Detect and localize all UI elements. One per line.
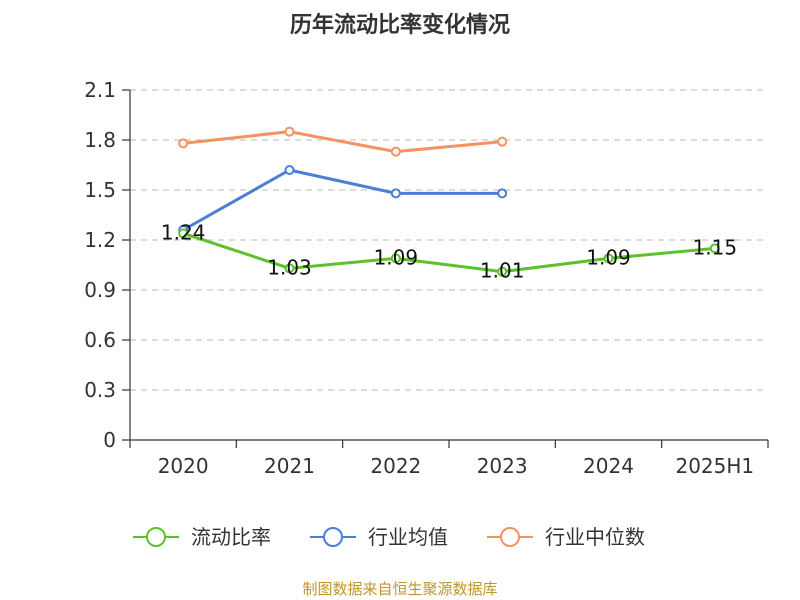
data-point [497, 136, 508, 147]
data-label: 1.24 [161, 220, 206, 244]
y-tick-label: 0.3 [84, 378, 116, 402]
data-label: 1.03 [267, 255, 312, 279]
y-tick-label: 2.1 [84, 78, 116, 102]
data-point [390, 188, 401, 199]
y-tick-label: 0.6 [84, 328, 116, 352]
data-point [390, 253, 401, 264]
data-point [284, 126, 295, 137]
grid [130, 89, 768, 391]
data-point [709, 243, 720, 254]
series-group: 1.24 1.03 1.09 1.01 1.09 1.15 [161, 126, 738, 283]
legend: 流动比率 行业均值 行业中位数 [133, 525, 645, 549]
data-point [178, 138, 189, 149]
data-point [497, 266, 508, 277]
data-label: 1.15 [693, 235, 738, 259]
x-tick-label: 2025H1 [675, 454, 754, 478]
series-line-2 [183, 130, 503, 154]
legend-label: 行业均值 [368, 525, 448, 549]
data-point [284, 165, 295, 175]
x-tick-label: 2024 [583, 454, 634, 478]
legend-label: 流动比率 [191, 525, 271, 549]
legend-marker [500, 527, 520, 547]
legend-marker [323, 527, 343, 547]
y-tick-label: 1.8 [84, 128, 116, 152]
data-point [497, 188, 508, 199]
data-label: 1.01 [480, 259, 525, 283]
legend-marker [146, 527, 166, 547]
data-point [603, 253, 614, 264]
x-tick-label: 2021 [264, 454, 315, 478]
x-tick-label: 2022 [370, 454, 421, 478]
data-label: 1.09 [586, 245, 631, 269]
data-point [284, 263, 295, 274]
y-tick-label: 1.2 [84, 228, 116, 252]
data-point [178, 228, 189, 239]
y-tick-label: 0.9 [84, 278, 116, 302]
y-tick-label: 1.5 [84, 178, 116, 202]
legend-label: 行业中位数 [545, 525, 645, 549]
data-source-note: 制图数据来自恒生聚源数据库 [302, 580, 497, 598]
x-tick-label: 2020 [158, 454, 209, 478]
x-tick-label: 2023 [477, 454, 528, 478]
y-tick-label: 0 [103, 428, 116, 452]
series-line-1 [182, 168, 503, 232]
series-line-0 [182, 231, 715, 274]
axes: 0 0.3 0.6 0.9 1.2 1.5 1.8 2.1 2020 2021 2022 2023 20… [84, 78, 769, 478]
chart-title: 历年流动比率变化情况 [290, 12, 510, 38]
data-label: 1.09 [374, 245, 419, 269]
data-point [390, 146, 401, 157]
